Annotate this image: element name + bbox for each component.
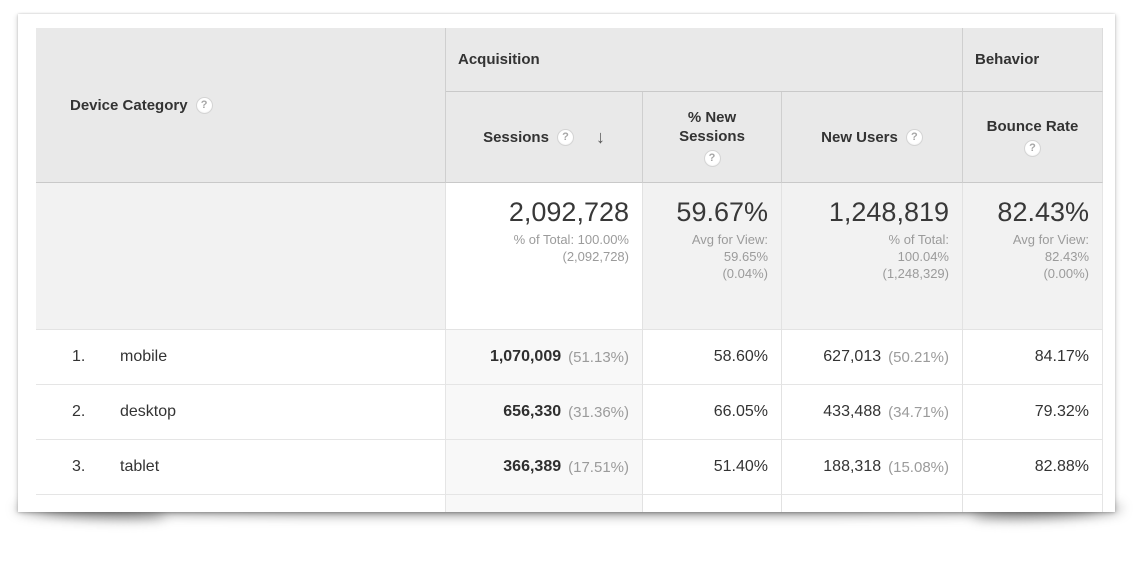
new-users-subline-2: 100.04% — [897, 249, 949, 264]
acquisition-group-header: Acquisition — [446, 28, 963, 92]
percent-new-sessions-subline-2: 59.65% — [723, 249, 768, 264]
behavior-group-header: Behavior — [963, 28, 1103, 92]
new-users-value: 433,488 — [823, 403, 882, 420]
mobile-percent-new-sessions-cell: 58.60% — [643, 330, 782, 385]
behavior-group-label: Behavior — [975, 51, 1040, 68]
bounce-rate-subline-1: Avg for View: — [1012, 232, 1089, 247]
sessions-percent: (31.36%) — [568, 403, 629, 421]
sessions-column-label: Sessions — [483, 128, 549, 146]
clipped-row-sessions-cell — [446, 495, 643, 512]
sessions-percent: (51.13%) — [568, 348, 629, 366]
device-category-label: Device Category — [70, 96, 188, 114]
desktop-bounce-rate-cell: 79.32% — [963, 385, 1103, 440]
sessions-total-subline-1: % of Total: 100.00% — [513, 232, 629, 247]
summary-percent-new-sessions-cell: 59.67% Avg for View: 59.65% (0.04%) — [643, 183, 782, 330]
row-index: 3. — [72, 458, 86, 475]
new-users-percent: (50.21%) — [888, 348, 949, 366]
percent-new-sessions-value: 66.05% — [713, 403, 768, 420]
summary-dimension-cell — [36, 183, 446, 330]
row-label: tablet — [120, 458, 160, 475]
row-label: mobile — [120, 348, 168, 365]
tablet-bounce-rate-cell: 82.88% — [963, 440, 1103, 495]
clipped-row-new-users-cell — [782, 495, 963, 512]
percent-new-sessions-subline-3: (0.04%) — [722, 266, 768, 281]
row-index: 2. — [72, 403, 86, 420]
summary-sessions-cell: 2,092,728 % of Total: 100.00% (2,092,728… — [446, 183, 643, 330]
bounce-rate-column-label: Bounce Rate — [986, 118, 1079, 135]
percent-new-sessions-total-value: 59.67% — [676, 197, 768, 227]
new-users-value: 627,013 — [823, 348, 882, 365]
desktop-new-users-cell: 433,488 (34.71%) — [782, 385, 963, 440]
tablet-sessions-cell: 366,389 (17.51%) — [446, 440, 643, 495]
sessions-percent: (17.51%) — [568, 458, 629, 476]
new-users-column-header[interactable]: New Users ? — [782, 92, 963, 183]
sessions-value: 366,389 — [503, 458, 562, 475]
bounce-rate-value: 79.32% — [1034, 403, 1089, 420]
sessions-help-icon[interactable]: ? — [556, 128, 574, 146]
new-users-help-icon[interactable]: ? — [905, 128, 923, 146]
bounce-rate-column-header[interactable]: Bounce Rate ? — [963, 92, 1103, 183]
bounce-rate-subline-3: (0.00%) — [1043, 266, 1089, 281]
new-users-percent: (34.71%) — [888, 403, 949, 421]
device-category-column-header[interactable]: Device Category ? — [36, 28, 446, 183]
acquisition-group-label: Acquisition — [458, 51, 540, 68]
bounce-rate-value: 82.88% — [1034, 458, 1089, 475]
sessions-value: 656,330 — [503, 403, 562, 420]
percent-new-sessions-label-line2: Sessions — [679, 127, 745, 145]
summary-bounce-rate-cell: 82.43% Avg for View: 82.43% (0.00%) — [963, 183, 1103, 330]
new-users-value: 188,318 — [823, 458, 882, 475]
percent-new-sessions-label-line1: % New — [687, 108, 737, 126]
clipped-row-dimension-cell — [36, 495, 446, 512]
desktop-percent-new-sessions-cell: 66.05% — [643, 385, 782, 440]
sessions-column-header[interactable]: Sessions ? ↓ — [446, 92, 643, 183]
new-users-subline-1: % of Total: — [888, 232, 949, 247]
clipped-row-percent-new-sessions-cell — [643, 495, 782, 512]
report-card: Device Category ? Acquisition Behavior S… — [18, 14, 1115, 512]
new-users-subline-3: (1,248,329) — [882, 266, 950, 281]
new-users-total-value: 1,248,819 — [828, 197, 949, 227]
bounce-rate-value: 84.17% — [1034, 348, 1089, 365]
summary-new-users-cell: 1,248,819 % of Total: 100.04% (1,248,329… — [782, 183, 963, 330]
row-index: 1. — [72, 348, 86, 365]
mobile-bounce-rate-cell: 84.17% — [963, 330, 1103, 385]
row-label: desktop — [120, 403, 177, 420]
analytics-table: Device Category ? Acquisition Behavior S… — [36, 28, 1103, 512]
desktop-sessions-cell: 656,330 (31.36%) — [446, 385, 643, 440]
bounce-rate-total-value: 82.43% — [997, 197, 1089, 227]
sort-descending-icon[interactable]: ↓ — [595, 126, 605, 147]
percent-new-sessions-value: 51.40% — [713, 458, 768, 475]
mobile-sessions-cell: 1,070,009 (51.13%) — [446, 330, 643, 385]
bounce-rate-help-icon[interactable]: ? — [1024, 140, 1041, 157]
bounce-rate-subline-2: 82.43% — [1044, 249, 1089, 264]
table-row-dimension-mobile: 1. mobile — [36, 330, 446, 385]
table-row-dimension-desktop: 2. desktop — [36, 385, 446, 440]
sessions-total-subline-2: (2,092,728) — [562, 249, 630, 264]
tablet-new-users-cell: 188,318 (15.08%) — [782, 440, 963, 495]
clipped-row-bounce-rate-cell — [963, 495, 1103, 512]
new-users-column-label: New Users — [821, 128, 898, 146]
mobile-new-users-cell: 627,013 (50.21%) — [782, 330, 963, 385]
percent-new-sessions-subline-1: Avg for View: — [691, 232, 768, 247]
percent-new-sessions-value: 58.60% — [713, 348, 768, 365]
sessions-total-value: 2,092,728 — [508, 197, 629, 227]
sessions-value: 1,070,009 — [489, 348, 562, 365]
device-category-help-icon[interactable]: ? — [195, 96, 213, 114]
percent-new-sessions-help-icon[interactable]: ? — [703, 149, 721, 167]
new-users-percent: (15.08%) — [888, 458, 949, 476]
percent-new-sessions-column-header[interactable]: % New Sessions ? — [643, 92, 782, 183]
table-row-dimension-tablet: 3. tablet — [36, 440, 446, 495]
tablet-percent-new-sessions-cell: 51.40% — [643, 440, 782, 495]
